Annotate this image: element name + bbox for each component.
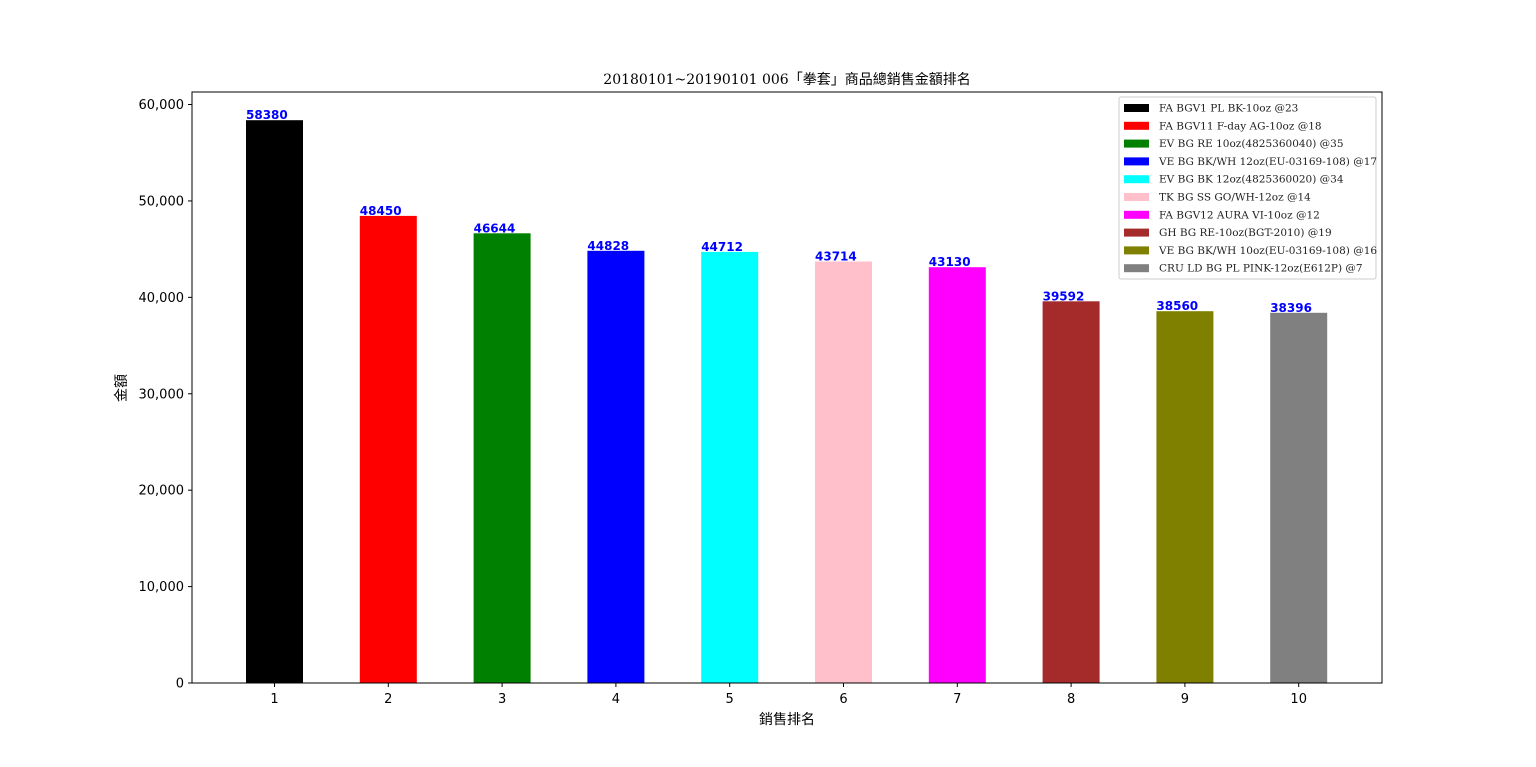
x-tick-label: 4 (612, 692, 620, 707)
legend-label: EV BG BK 12oz(4825360020) @34 (1159, 174, 1344, 186)
x-tick-label: 10 (1290, 692, 1307, 707)
bar-2 (359, 215, 417, 683)
data-label-6: 43714 (815, 250, 857, 264)
y-tick-label: 30,000 (139, 387, 185, 402)
x-tick-label: 2 (384, 692, 392, 707)
chart-title: 20180101~20190101 006「拳套」商品總銷售金額排名 (603, 71, 970, 88)
x-tick-label: 6 (839, 692, 847, 707)
legend-swatch (1124, 264, 1149, 273)
y-tick-label: 0 (176, 677, 184, 692)
x-tick-label: 3 (498, 692, 506, 707)
data-labels-group: 58380 48450 46644 44828 44712 43714 43130 39592… (246, 108, 1312, 315)
legend-label: VE BG BK/WH 12oz(EU-03169-108) @17 (1158, 156, 1377, 168)
legend-swatch (1124, 246, 1149, 255)
legend-label: VE BG BK/WH 10oz(EU-03169-108) @16 (1158, 245, 1377, 257)
x-axis-label: 銷售排名 (759, 712, 815, 728)
legend-frame (1118, 96, 1377, 280)
legend-label: TK BG SS GO/WH-12oz @14 (1159, 192, 1311, 204)
plot-frame (191, 91, 1383, 684)
legend-swatch (1124, 175, 1149, 184)
x-tick-label: 7 (953, 692, 961, 707)
data-label-3: 46644 (474, 221, 516, 235)
y-axis: 0 10,000 20,000 30,000 40,000 50,000 60,000 (139, 98, 192, 692)
data-label-1: 58380 (246, 108, 288, 122)
y-tick-label: 40,000 (139, 291, 185, 306)
data-label-8: 39592 (1043, 289, 1085, 303)
x-tick-label: 9 (1181, 692, 1189, 707)
legend-swatch (1124, 193, 1149, 201)
data-label-4: 44828 (587, 239, 629, 253)
legend-swatch (1124, 139, 1149, 148)
x-tick-label: 8 (1067, 692, 1075, 707)
legend-label: FA BGV1 PL BK-10oz @23 (1159, 103, 1298, 115)
bar-5 (701, 251, 759, 683)
legend-swatch (1124, 228, 1149, 237)
x-tick-label: 5 (726, 692, 734, 707)
legend-swatch (1124, 121, 1149, 130)
bar-10 (1270, 312, 1328, 683)
y-tick-label: 50,000 (139, 194, 185, 209)
bar-1 (246, 120, 303, 683)
x-tick-label: 1 (270, 692, 278, 707)
y-tick-label: 60,000 (139, 98, 185, 113)
legend-label: FA BGV11 F-day AG-10oz @18 (1159, 120, 1322, 132)
bars-group (246, 120, 1328, 684)
data-label-5: 44712 (701, 240, 743, 254)
bar-7 (928, 267, 986, 683)
data-label-7: 43130 (929, 255, 971, 269)
bar-6 (815, 261, 872, 683)
y-axis-label: 金額 (114, 374, 130, 402)
bar-4 (587, 250, 645, 684)
data-label-2: 48450 (360, 204, 402, 218)
legend-label: FA BGV12 AURA VI-10oz @12 (1159, 209, 1320, 221)
bar-9 (1156, 311, 1214, 683)
bar-8 (1042, 301, 1100, 683)
legend-swatch (1124, 157, 1149, 166)
legend-label: CRU LD BG PL PINK-12oz(E612P) @7 (1159, 263, 1363, 275)
legend-swatch (1124, 210, 1149, 219)
legend: FA BGV1 PL BK-10oz @23 FA BGV11 F-day AG-… (1118, 96, 1377, 280)
data-label-10: 38396 (1270, 301, 1312, 315)
legend-swatch (1124, 104, 1149, 112)
bar-3 (473, 233, 531, 684)
legend-items: FA BGV1 PL BK-10oz @23 FA BGV11 F-day AG-… (1124, 103, 1377, 275)
y-tick-label: 20,000 (139, 484, 185, 499)
legend-label: GH BG RE-10oz(BGT-2010) @19 (1159, 227, 1332, 239)
data-label-9: 38560 (1156, 299, 1198, 313)
x-axis: 1 2 3 4 5 6 7 8 9 10 (270, 683, 1307, 707)
y-tick-label: 10,000 (139, 580, 185, 595)
legend-label: EV BG RE 10oz(4825360040) @35 (1159, 138, 1344, 150)
